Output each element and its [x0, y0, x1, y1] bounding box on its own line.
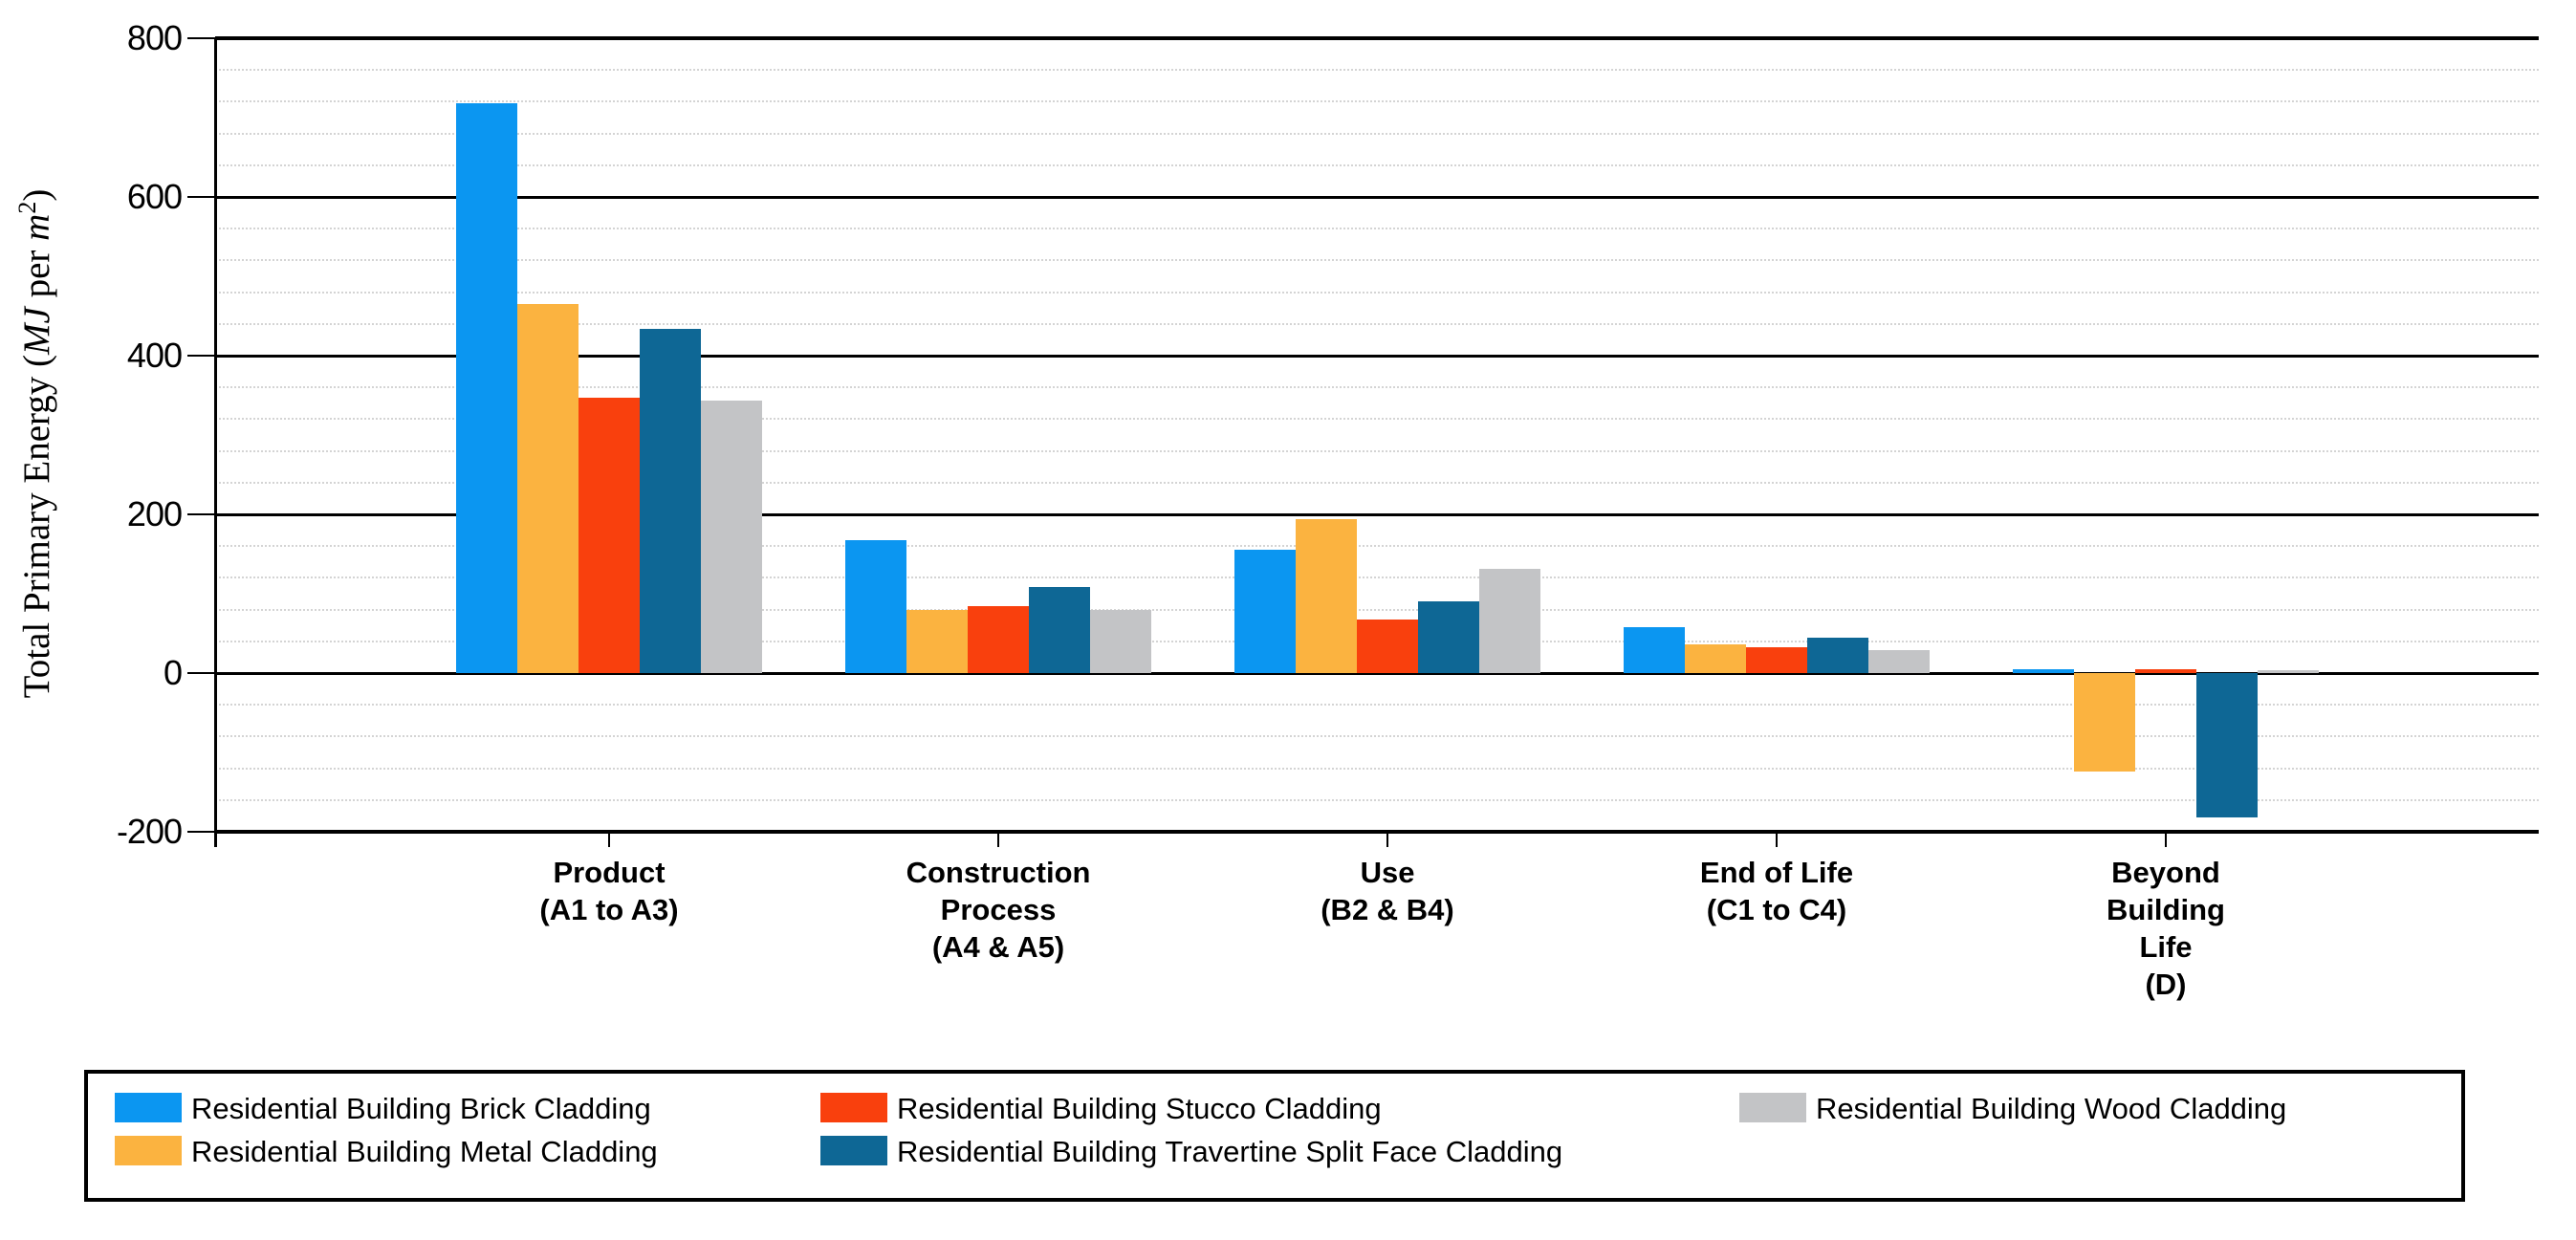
bar: [2074, 673, 2135, 772]
minor-gridline: [215, 259, 2539, 262]
bar: [1746, 647, 1807, 673]
legend-swatch: [820, 1093, 887, 1122]
x-axis-tick: [997, 832, 999, 847]
bar: [2013, 668, 2074, 673]
x-axis-tick: [608, 832, 610, 847]
legend-swatch: [1739, 1093, 1806, 1122]
major-gridline: [215, 36, 2539, 40]
minor-gridline: [215, 291, 2539, 294]
minor-gridline: [215, 449, 2539, 452]
minor-gridline: [215, 69, 2539, 72]
minor-gridline: [215, 798, 2539, 801]
bar: [2196, 673, 2258, 818]
minor-gridline: [215, 704, 2539, 707]
bar: [517, 304, 579, 673]
legend-box: Residential Building Brick Cladding Resid…: [84, 1070, 2465, 1202]
bar: [906, 610, 968, 673]
bar: [1868, 649, 1930, 673]
y-axis-tick: [187, 672, 215, 674]
category-label: Beyond Building Life (D): [2107, 856, 2225, 1001]
minor-gridline: [215, 418, 2539, 421]
bar: [640, 328, 701, 673]
y-axis-tick: [187, 831, 215, 833]
bar: [845, 539, 906, 673]
bar: [2258, 669, 2319, 673]
legend-swatch: [820, 1136, 887, 1165]
bar: [968, 606, 1029, 673]
minor-gridline: [215, 481, 2539, 484]
y-axis-tick: [187, 37, 215, 39]
legend-swatch: [115, 1136, 182, 1165]
bar: [579, 397, 640, 673]
y-axis-tick: [187, 196, 215, 198]
y-axis-tick-label: 400: [126, 336, 183, 375]
legend-label: Residential Building Travertine Split Fa…: [897, 1135, 1563, 1168]
minor-gridline: [215, 132, 2539, 135]
bar: [1234, 549, 1296, 673]
bar: [1357, 620, 1418, 673]
legend-label: Residential Building Brick Cladding: [191, 1092, 651, 1125]
minor-gridline: [215, 228, 2539, 230]
legend-label: Residential Building Metal Cladding: [191, 1135, 658, 1168]
x-axis-tick: [2165, 832, 2167, 847]
major-gridline: [215, 354, 2539, 358]
major-gridline: [215, 512, 2539, 516]
bar: [456, 103, 517, 673]
bar: [1685, 644, 1746, 673]
major-gridline: [215, 671, 2539, 675]
y-axis-tick: [187, 513, 215, 515]
minor-gridline: [215, 100, 2539, 103]
y-axis-line: [214, 38, 217, 847]
x-axis-tick: [1386, 832, 1388, 847]
minor-gridline: [215, 576, 2539, 579]
bar: [1296, 518, 1357, 673]
minor-gridline: [215, 767, 2539, 770]
x-axis-tick: [1776, 832, 1778, 847]
category-label: Product (A1 to A3): [539, 856, 679, 926]
minor-gridline: [215, 545, 2539, 548]
y-axis-tick-label: 800: [126, 18, 183, 57]
minor-gridline: [215, 608, 2539, 611]
minor-gridline: [215, 735, 2539, 738]
y-axis-tick-label: -200: [116, 812, 183, 851]
minor-gridline: [215, 163, 2539, 166]
category-label: Use (B2 & B4): [1321, 856, 1454, 926]
bar: [1090, 609, 1151, 673]
bar: [2135, 668, 2196, 673]
major-gridline: [215, 830, 2539, 834]
major-gridline: [215, 195, 2539, 199]
y-axis-tick: [187, 355, 215, 357]
legend-label: Residential Building Stucco Cladding: [897, 1092, 1382, 1125]
legend-swatch: [115, 1093, 182, 1122]
category-label: Construction Process (A4 & A5): [906, 856, 1091, 964]
category-label: End of Life (C1 to C4): [1699, 856, 1854, 926]
y-axis-tick-label: 0: [163, 653, 183, 692]
legend-label: Residential Building Wood Cladding: [1816, 1092, 2287, 1125]
bar: [701, 401, 762, 673]
y-axis-tick-label: 600: [126, 177, 183, 216]
y-axis-tick-label: 200: [126, 494, 183, 533]
minor-gridline: [215, 322, 2539, 325]
minor-gridline: [215, 386, 2539, 389]
bar: [1624, 626, 1685, 673]
bar: [1479, 569, 1540, 673]
bar: [1807, 637, 1868, 673]
bar: [1418, 601, 1479, 673]
bar: [1029, 586, 1090, 673]
